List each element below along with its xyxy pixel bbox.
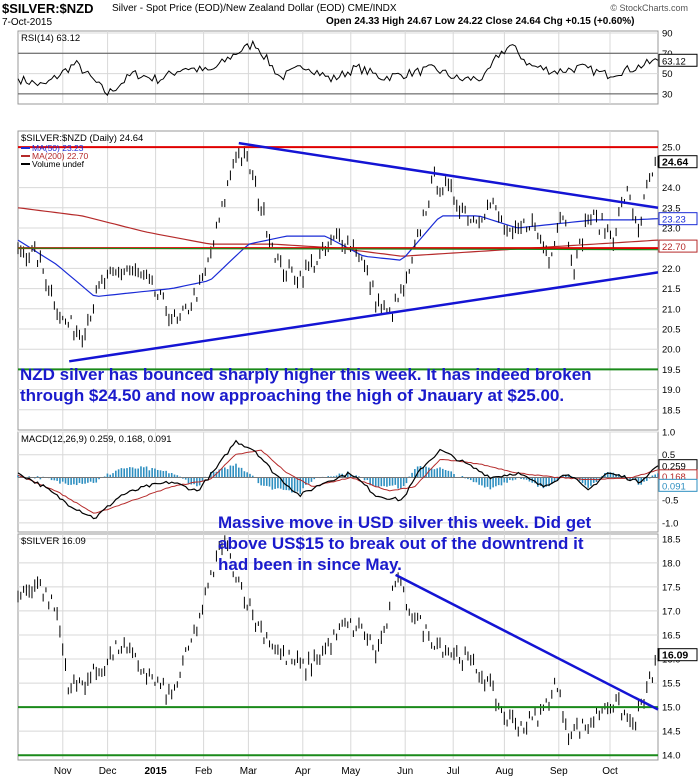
legend-entry: MA(50) 23.23 [32, 143, 84, 153]
y-tick-label: 20.0 [662, 345, 681, 356]
rsi-value-label-box [658, 53, 698, 67]
rsi-label: RSI(14) 63.12 [21, 33, 80, 44]
x-tick-label: Sep [550, 766, 568, 777]
copyright-text: © StockCharts.com [610, 3, 688, 13]
y-tick-label: 1.0 [662, 428, 675, 439]
ma50-value-label-box [658, 212, 698, 226]
y-tick-label: 19.0 [662, 385, 681, 396]
x-tick-label: Feb [195, 766, 213, 777]
legend-entry: Volume undef [32, 159, 85, 169]
ma200-value-label: 22.70 [662, 242, 686, 253]
x-tick-label: 2015 [144, 766, 167, 777]
y-tick-label: 25.0 [662, 143, 681, 154]
ohlc-readout: Open 24.33 High 24.67 Low 24.22 Close 24… [326, 16, 635, 27]
y-tick-label: 15.5 [662, 679, 681, 690]
y-tick-label: 14.5 [662, 727, 681, 738]
nzd-last-label: 24.64 [662, 157, 688, 169]
y-tick-label: 19.5 [662, 365, 681, 376]
histogram-value-label-box [658, 478, 698, 492]
y-tick-label: 14.0 [662, 751, 681, 762]
y-tick-label: 18.0 [662, 558, 681, 569]
y-tick-label: 20.5 [662, 324, 681, 335]
y-tick-label: 23.0 [662, 223, 681, 234]
x-tick-label: Dec [99, 766, 117, 777]
y-tick-label: 17.5 [662, 582, 681, 593]
histogram-value-label: 0.091 [662, 481, 686, 492]
panel-frame-usd [17, 533, 659, 761]
x-tick-label: May [341, 766, 360, 777]
panel-frame-nzd [17, 130, 659, 431]
nzd-annotation: NZD silver has bounced sharply higher th… [20, 365, 592, 405]
y-tick-label: 0.5 [662, 450, 675, 461]
chart-symbol: $SILVER:$NZD [2, 1, 94, 16]
trendline-1 [69, 271, 659, 363]
nzd-title-label: $SILVER:$NZD (Daily) 24.64 [21, 133, 143, 144]
signal-value-label: 0.168 [662, 472, 686, 483]
trendline-0 [238, 141, 659, 210]
x-tick-label: Apr [295, 766, 311, 777]
nzd-price-bars [17, 146, 659, 348]
y-tick-label: -1.0 [662, 518, 678, 529]
usd-trendline-0 [395, 573, 659, 711]
y-tick-label: 17.0 [662, 606, 681, 617]
macd-label: MACD(12,26,9) 0.259, 0.168, 0.091 [21, 434, 172, 445]
legend-entry: MA(200) 22.70 [32, 151, 88, 161]
chart-description: Silver - Spot Price (EOD)/New Zealand Do… [112, 3, 397, 14]
y-tick-label: 18.5 [662, 405, 681, 416]
y-tick-label: 16.5 [662, 630, 681, 641]
macd-histogram [17, 463, 659, 494]
macd-signal-line [17, 449, 659, 514]
y-tick-label: 24.0 [662, 183, 681, 194]
x-tick-label: Nov [54, 766, 72, 777]
y-tick-label: 18.5 [662, 534, 681, 545]
usd-annotation: Massive move in USD silver this week. Di… [218, 513, 592, 574]
ma50-line [17, 215, 659, 297]
panel-frame-rsi [17, 30, 659, 105]
macd-line [17, 439, 659, 520]
rsi-value-label: 63.12 [662, 56, 686, 67]
x-tick-label: Oct [602, 766, 618, 777]
y-tick-label: 90 [662, 29, 673, 40]
y-tick-label: -0.5 [662, 496, 678, 507]
y-tick-label: 30 [662, 89, 673, 100]
x-tick-label: Jul [447, 766, 460, 777]
y-tick-label: 23.5 [662, 203, 681, 214]
y-tick-label: 50 [662, 69, 673, 80]
y-tick-label: 22.0 [662, 264, 681, 275]
x-tick-label: Mar [240, 766, 258, 777]
rsi-line [17, 39, 659, 97]
y-tick-label: 21.0 [662, 304, 681, 315]
y-tick-label: 15.0 [662, 703, 681, 714]
x-tick-label: Jun [397, 766, 413, 777]
macd-value-label: 0.259 [662, 462, 686, 473]
support-line-green [17, 247, 659, 251]
usd-last-label-box [658, 648, 698, 662]
x-tick-label: Aug [496, 766, 514, 777]
usd-last-label: 16.09 [662, 650, 688, 662]
chart-date: 7-Oct-2015 [2, 17, 53, 28]
ma50-value-label: 23.23 [662, 215, 686, 226]
usd-price-bars [17, 535, 659, 746]
nzd-last-label-box [658, 155, 698, 169]
usd-title-label: $SILVER 16.09 [21, 536, 86, 547]
ma200-value-label-box [658, 239, 698, 253]
y-tick-label: 21.5 [662, 284, 681, 295]
